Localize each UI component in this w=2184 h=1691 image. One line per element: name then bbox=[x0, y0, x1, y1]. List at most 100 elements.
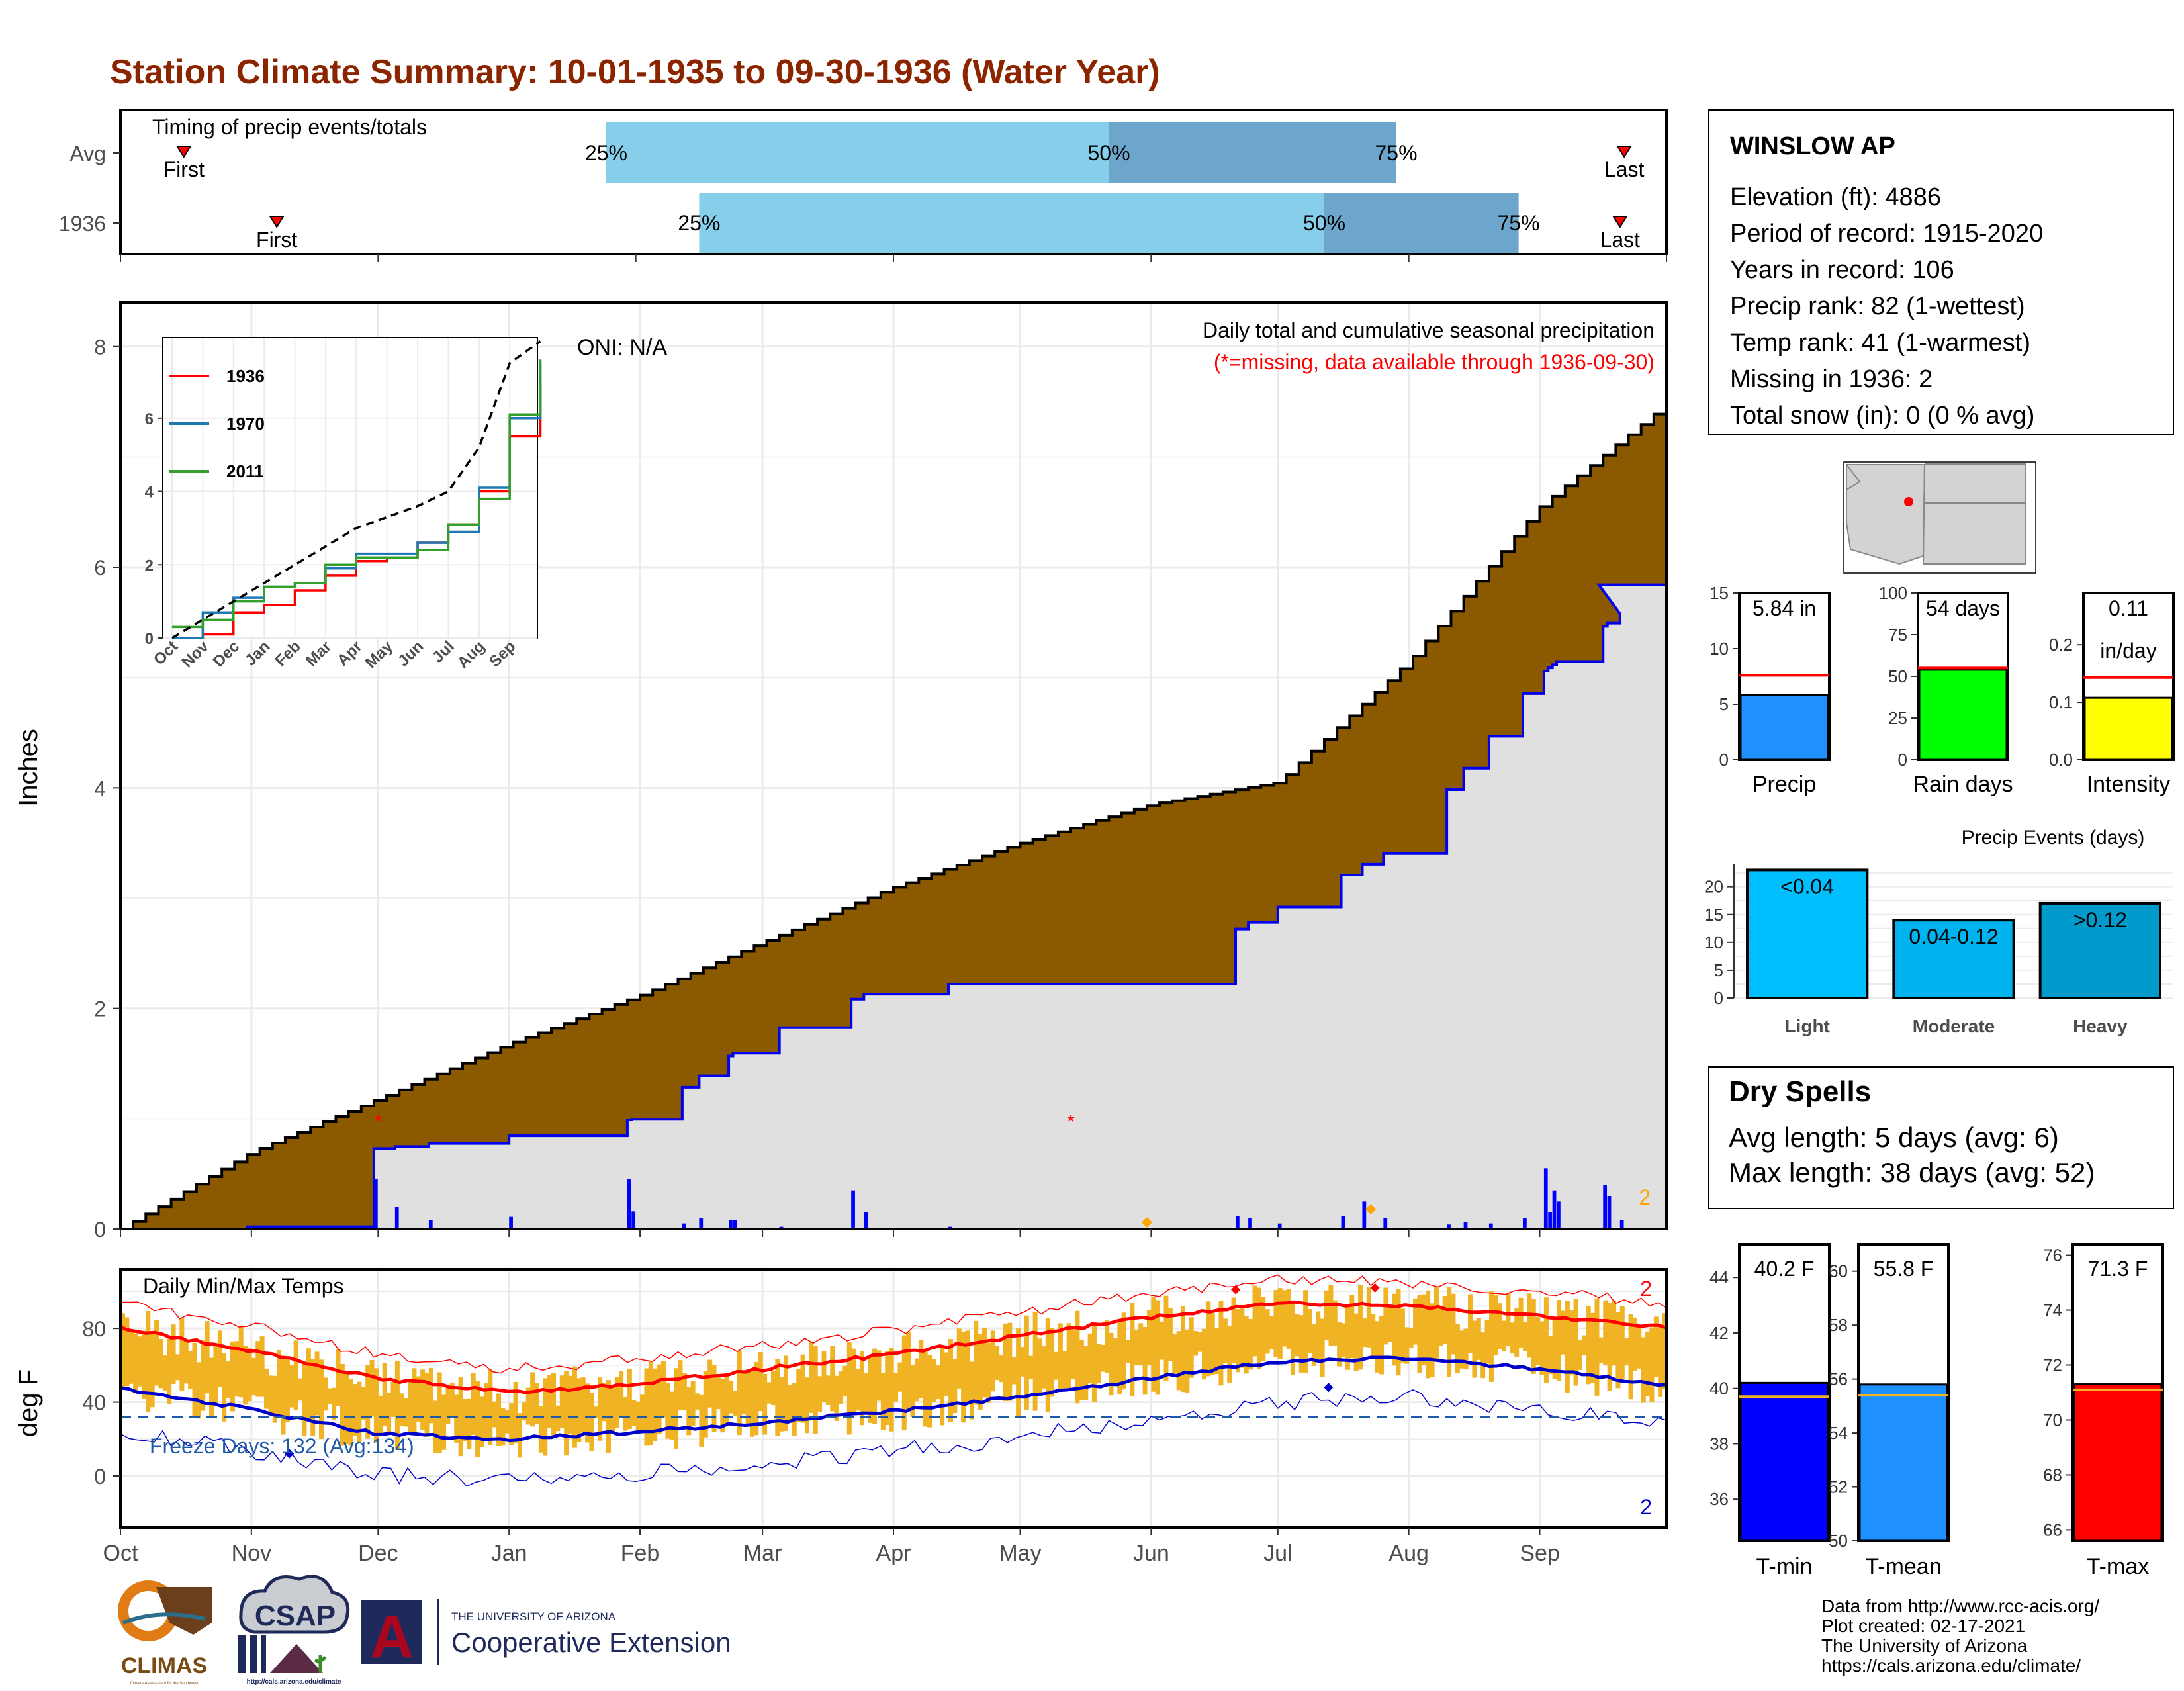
nevada-shape bbox=[1846, 463, 1861, 491]
temp-gauge-tick-label: 70 bbox=[2043, 1410, 2062, 1430]
daily-temp-bar bbox=[1561, 1310, 1566, 1355]
footer-line-1: Data from http://www.rcc-acis.org/ bbox=[1821, 1596, 2099, 1616]
daily-temp-bar bbox=[1396, 1289, 1401, 1376]
daily-temp-bar bbox=[1269, 1316, 1275, 1349]
daily-temp-bar bbox=[314, 1351, 320, 1416]
timing-rows: 25% 50% 75% First Last Avg 25% 50% 75% First Last 1… bbox=[59, 122, 1667, 262]
daily-temp-bar bbox=[602, 1383, 607, 1422]
daily-temp-bar bbox=[1121, 1312, 1126, 1390]
precip-y-tick-label: 8 bbox=[94, 336, 106, 359]
temp-gauge-t-mean: 50 52 54 56 58 60 55.8 F T-mean bbox=[1829, 1243, 1950, 1579]
dry-spells-panel: Dry Spells Avg length: 5 days (avg: 6) M… bbox=[1708, 1066, 2174, 1209]
daily-temp-bar bbox=[230, 1341, 235, 1412]
daily-temp-bar bbox=[1332, 1300, 1338, 1346]
daily-temp-bar bbox=[839, 1371, 844, 1404]
daily-temp-bar bbox=[1577, 1340, 1582, 1370]
daily-temp-bar bbox=[1632, 1317, 1637, 1371]
daily-temp-bar bbox=[1548, 1336, 1553, 1374]
daily-temp-bar bbox=[513, 1381, 518, 1443]
cumulative-average-line bbox=[120, 412, 1666, 1230]
ua-logo: A THE UNIVERSITY OF ARIZONA Cooperative … bbox=[361, 1599, 731, 1670]
daily-temp-bar bbox=[1227, 1326, 1232, 1383]
daily-temp-bar bbox=[623, 1396, 628, 1431]
daily-temp-bar bbox=[543, 1378, 548, 1456]
month-tick-label: Dec bbox=[358, 1541, 398, 1566]
daily-temp-bar bbox=[1552, 1318, 1557, 1379]
avg-max-line bbox=[120, 1300, 1667, 1394]
month-tick-label: Aug bbox=[1388, 1541, 1429, 1566]
timing-row-avg: 25% 50% 75% First Last Avg bbox=[69, 122, 1645, 183]
temp-gauge-label: T-mean bbox=[1865, 1554, 1941, 1579]
missing-count: 2 bbox=[1639, 1185, 1651, 1209]
daily-temp-bar bbox=[568, 1375, 573, 1435]
daily-temp-bar bbox=[1167, 1308, 1173, 1361]
footer-line-3: The University of Arizona bbox=[1821, 1635, 2028, 1656]
daily-temp-bar bbox=[956, 1328, 962, 1389]
temp-y-tick-label: 0 bbox=[94, 1465, 106, 1488]
daily-temp-bar bbox=[124, 1317, 130, 1387]
daily-temp-bar bbox=[897, 1362, 903, 1392]
precip-y-tick-label: 0 bbox=[94, 1218, 106, 1242]
daily-temp-bar bbox=[175, 1354, 180, 1381]
daily-temp-bar bbox=[437, 1372, 442, 1453]
daily-temp-bar bbox=[1328, 1285, 1334, 1346]
daily-temp-bar bbox=[226, 1361, 231, 1398]
gauge-value-label: 54 days bbox=[1926, 596, 2000, 620]
daily-temp-bar bbox=[821, 1351, 827, 1402]
missing-marker: * bbox=[374, 1111, 382, 1132]
daily-temp-bar bbox=[817, 1376, 823, 1412]
timing-bar-25-50 bbox=[606, 122, 1109, 183]
gauge-tick-label: 0.1 bbox=[2049, 692, 2073, 712]
daily-temp-bar bbox=[779, 1377, 784, 1432]
daily-temp-bar bbox=[775, 1358, 780, 1436]
daily-temp-bar bbox=[1619, 1306, 1625, 1380]
events-bar-heavy bbox=[2038, 901, 2162, 999]
daily-temp-bar bbox=[1506, 1293, 1511, 1347]
daily-temp-bar bbox=[1181, 1306, 1185, 1393]
csap-wordmark: CSAP bbox=[255, 1600, 336, 1632]
daily-temp-bar bbox=[340, 1363, 345, 1446]
daily-temp-bar bbox=[1007, 1322, 1013, 1401]
daily-temp-bar bbox=[631, 1400, 637, 1426]
footer-credits: Data from http://www.rcc-acis.org/ Plot … bbox=[1821, 1596, 2099, 1676]
events-bar-light bbox=[1746, 868, 1869, 999]
daily-temp-bar bbox=[1020, 1347, 1025, 1377]
daily-temp-bar bbox=[1349, 1294, 1355, 1359]
daily-temp-bar bbox=[348, 1379, 353, 1446]
inset-y-tick-label: 0 bbox=[145, 630, 154, 648]
daily-temp-bar bbox=[281, 1355, 286, 1435]
daily-temp-bar bbox=[1358, 1285, 1363, 1370]
month-tick-label: Jun bbox=[1133, 1541, 1169, 1566]
temp-gauge-tick-label: 76 bbox=[2043, 1246, 2062, 1265]
daily-temp-bar bbox=[162, 1355, 167, 1391]
daily-temp-bar bbox=[1362, 1318, 1367, 1348]
daily-temp-bar bbox=[525, 1387, 531, 1425]
daily-temp-bar bbox=[1493, 1295, 1498, 1355]
temp-gauge-tick-label: 44 bbox=[1709, 1267, 1729, 1287]
daily-temp-bar bbox=[1222, 1318, 1228, 1363]
daily-temp-bar bbox=[205, 1321, 210, 1394]
daily-temp-bar bbox=[1286, 1289, 1291, 1349]
daily-temp-bar bbox=[729, 1380, 734, 1414]
daily-temp-bar bbox=[914, 1358, 919, 1402]
daily-temp-bar bbox=[1096, 1344, 1101, 1384]
temp-gauge-value-label: 71.3 F bbox=[2088, 1257, 2148, 1281]
daily-temp-bar bbox=[1248, 1318, 1253, 1370]
daily-temp-bar bbox=[1430, 1303, 1435, 1377]
daily-temp-bar bbox=[665, 1383, 670, 1439]
daily-temp-bar bbox=[310, 1359, 316, 1436]
daily-temp-bar bbox=[373, 1368, 379, 1443]
daily-temp-bar bbox=[762, 1373, 768, 1435]
daily-temp-bar bbox=[986, 1342, 991, 1403]
trace-marker bbox=[1141, 1217, 1152, 1228]
daily-temp-bar bbox=[1392, 1293, 1397, 1366]
daily-temp-bar bbox=[1400, 1308, 1405, 1363]
daily-temp-bar bbox=[876, 1350, 882, 1401]
daily-temp-bar bbox=[1298, 1315, 1304, 1373]
gauge-tick-label: 15 bbox=[1709, 583, 1729, 603]
gauge-tick-label: 10 bbox=[1709, 639, 1729, 659]
daily-temp-bar bbox=[361, 1387, 366, 1420]
daily-temp-bar bbox=[1366, 1287, 1371, 1348]
month-tick-label: Mar bbox=[743, 1541, 782, 1566]
